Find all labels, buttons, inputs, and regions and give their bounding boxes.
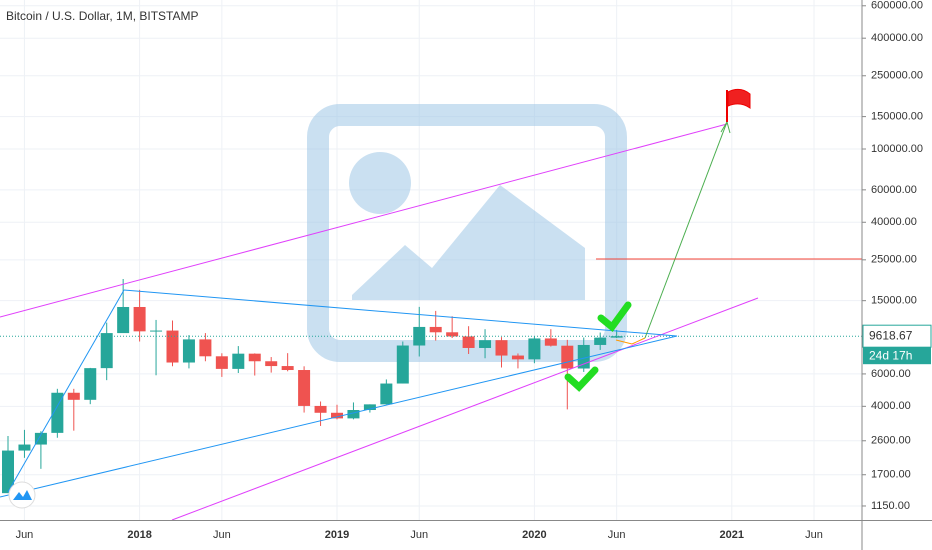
candle-body <box>446 332 459 337</box>
y-tick-label: 600000.00 <box>871 0 923 12</box>
y-tick-label: 2600.00 <box>871 435 911 447</box>
candle-body <box>594 337 607 345</box>
x-tick-label: Jun <box>410 529 428 541</box>
candle-body <box>298 370 311 406</box>
candle-body <box>133 306 146 332</box>
candle-body <box>363 404 376 411</box>
channel-upper <box>0 123 728 318</box>
x-tick-label: Jun <box>805 529 823 541</box>
logo-mark <box>13 490 32 500</box>
y-tick-label: 150000.00 <box>871 111 923 123</box>
candle-body <box>495 340 508 356</box>
grid <box>0 0 862 520</box>
y-tick-label: 25000.00 <box>871 254 917 266</box>
trendline-up <box>0 335 678 498</box>
candle-body <box>544 338 557 346</box>
candle-body <box>117 306 130 334</box>
time-axis <box>0 520 932 550</box>
price-axis <box>862 0 932 550</box>
candle-body <box>265 361 278 367</box>
candle-body <box>18 444 31 451</box>
candle-body <box>199 339 212 357</box>
candle-body <box>528 338 541 360</box>
checkmark <box>564 366 599 392</box>
target-arrow <box>644 121 728 339</box>
candle-body <box>347 410 360 419</box>
y-tick-label: 40000.00 <box>871 216 917 228</box>
candle-body <box>2 450 14 494</box>
x-tick-label: 2018 <box>127 529 151 541</box>
flag <box>727 88 751 109</box>
projection <box>615 337 646 345</box>
y-tick-label: 6000.00 <box>871 368 911 380</box>
y-tick-label: 15000.00 <box>871 295 917 307</box>
candle-body <box>182 339 195 363</box>
axis-labels: 600000.00 400000.00 250000.00 150000.00 1000… <box>16 0 932 541</box>
y-tick-label: 100000.00 <box>871 143 923 155</box>
y-tick-label: 60000.00 <box>871 184 917 196</box>
last-price-label: 9618.67 <box>869 328 913 342</box>
watermark <box>307 104 627 362</box>
candle-body <box>84 368 97 400</box>
candles <box>0 279 862 494</box>
candle-body <box>462 336 475 348</box>
candle-body <box>34 432 47 445</box>
candle-body <box>51 392 64 433</box>
x-tick-label: Jun <box>608 529 626 541</box>
candle-body <box>511 355 524 360</box>
trendline-rally <box>7 289 125 493</box>
candle-body <box>413 326 426 346</box>
y-tick-label: 400000.00 <box>871 32 923 44</box>
chart-title: Bitcoin / U.S. Dollar, 1M, BITSTAMP <box>6 9 199 23</box>
checkmark <box>597 301 632 333</box>
candle-body <box>150 330 163 332</box>
candle-body <box>610 336 623 338</box>
countdown-box <box>863 347 931 365</box>
x-tick-label: Jun <box>213 529 231 541</box>
y-tick-label: 1150.00 <box>871 500 910 512</box>
x-tick-label: 2020 <box>522 529 546 541</box>
candle-body <box>215 356 228 369</box>
candle-body <box>396 345 409 384</box>
candle-body <box>100 333 113 369</box>
y-tick-label: 1700.00 <box>871 469 911 481</box>
candle-body <box>232 353 245 369</box>
x-tick-label: 2021 <box>720 529 744 541</box>
x-tick-label: Jun <box>16 529 34 541</box>
candle-body <box>281 366 294 371</box>
drawings <box>0 88 862 521</box>
candle-body <box>479 340 492 348</box>
countdown-label: 24d 17h <box>869 348 912 362</box>
candle-body <box>248 353 261 362</box>
candle-body <box>561 345 574 369</box>
candle-body <box>380 383 393 405</box>
trendline-down <box>123 289 678 337</box>
candle-body <box>166 330 179 363</box>
candle-body <box>67 392 80 400</box>
y-tick-label: 250000.00 <box>871 70 923 82</box>
candle-body <box>429 326 442 333</box>
x-tick-label: 2019 <box>325 529 349 541</box>
y-tick-label: 4000.00 <box>871 400 911 412</box>
candle-body <box>331 412 343 419</box>
logo <box>8 481 36 509</box>
arrow-head <box>720 120 731 134</box>
channel-lower <box>171 297 759 521</box>
candle-body <box>314 405 327 413</box>
